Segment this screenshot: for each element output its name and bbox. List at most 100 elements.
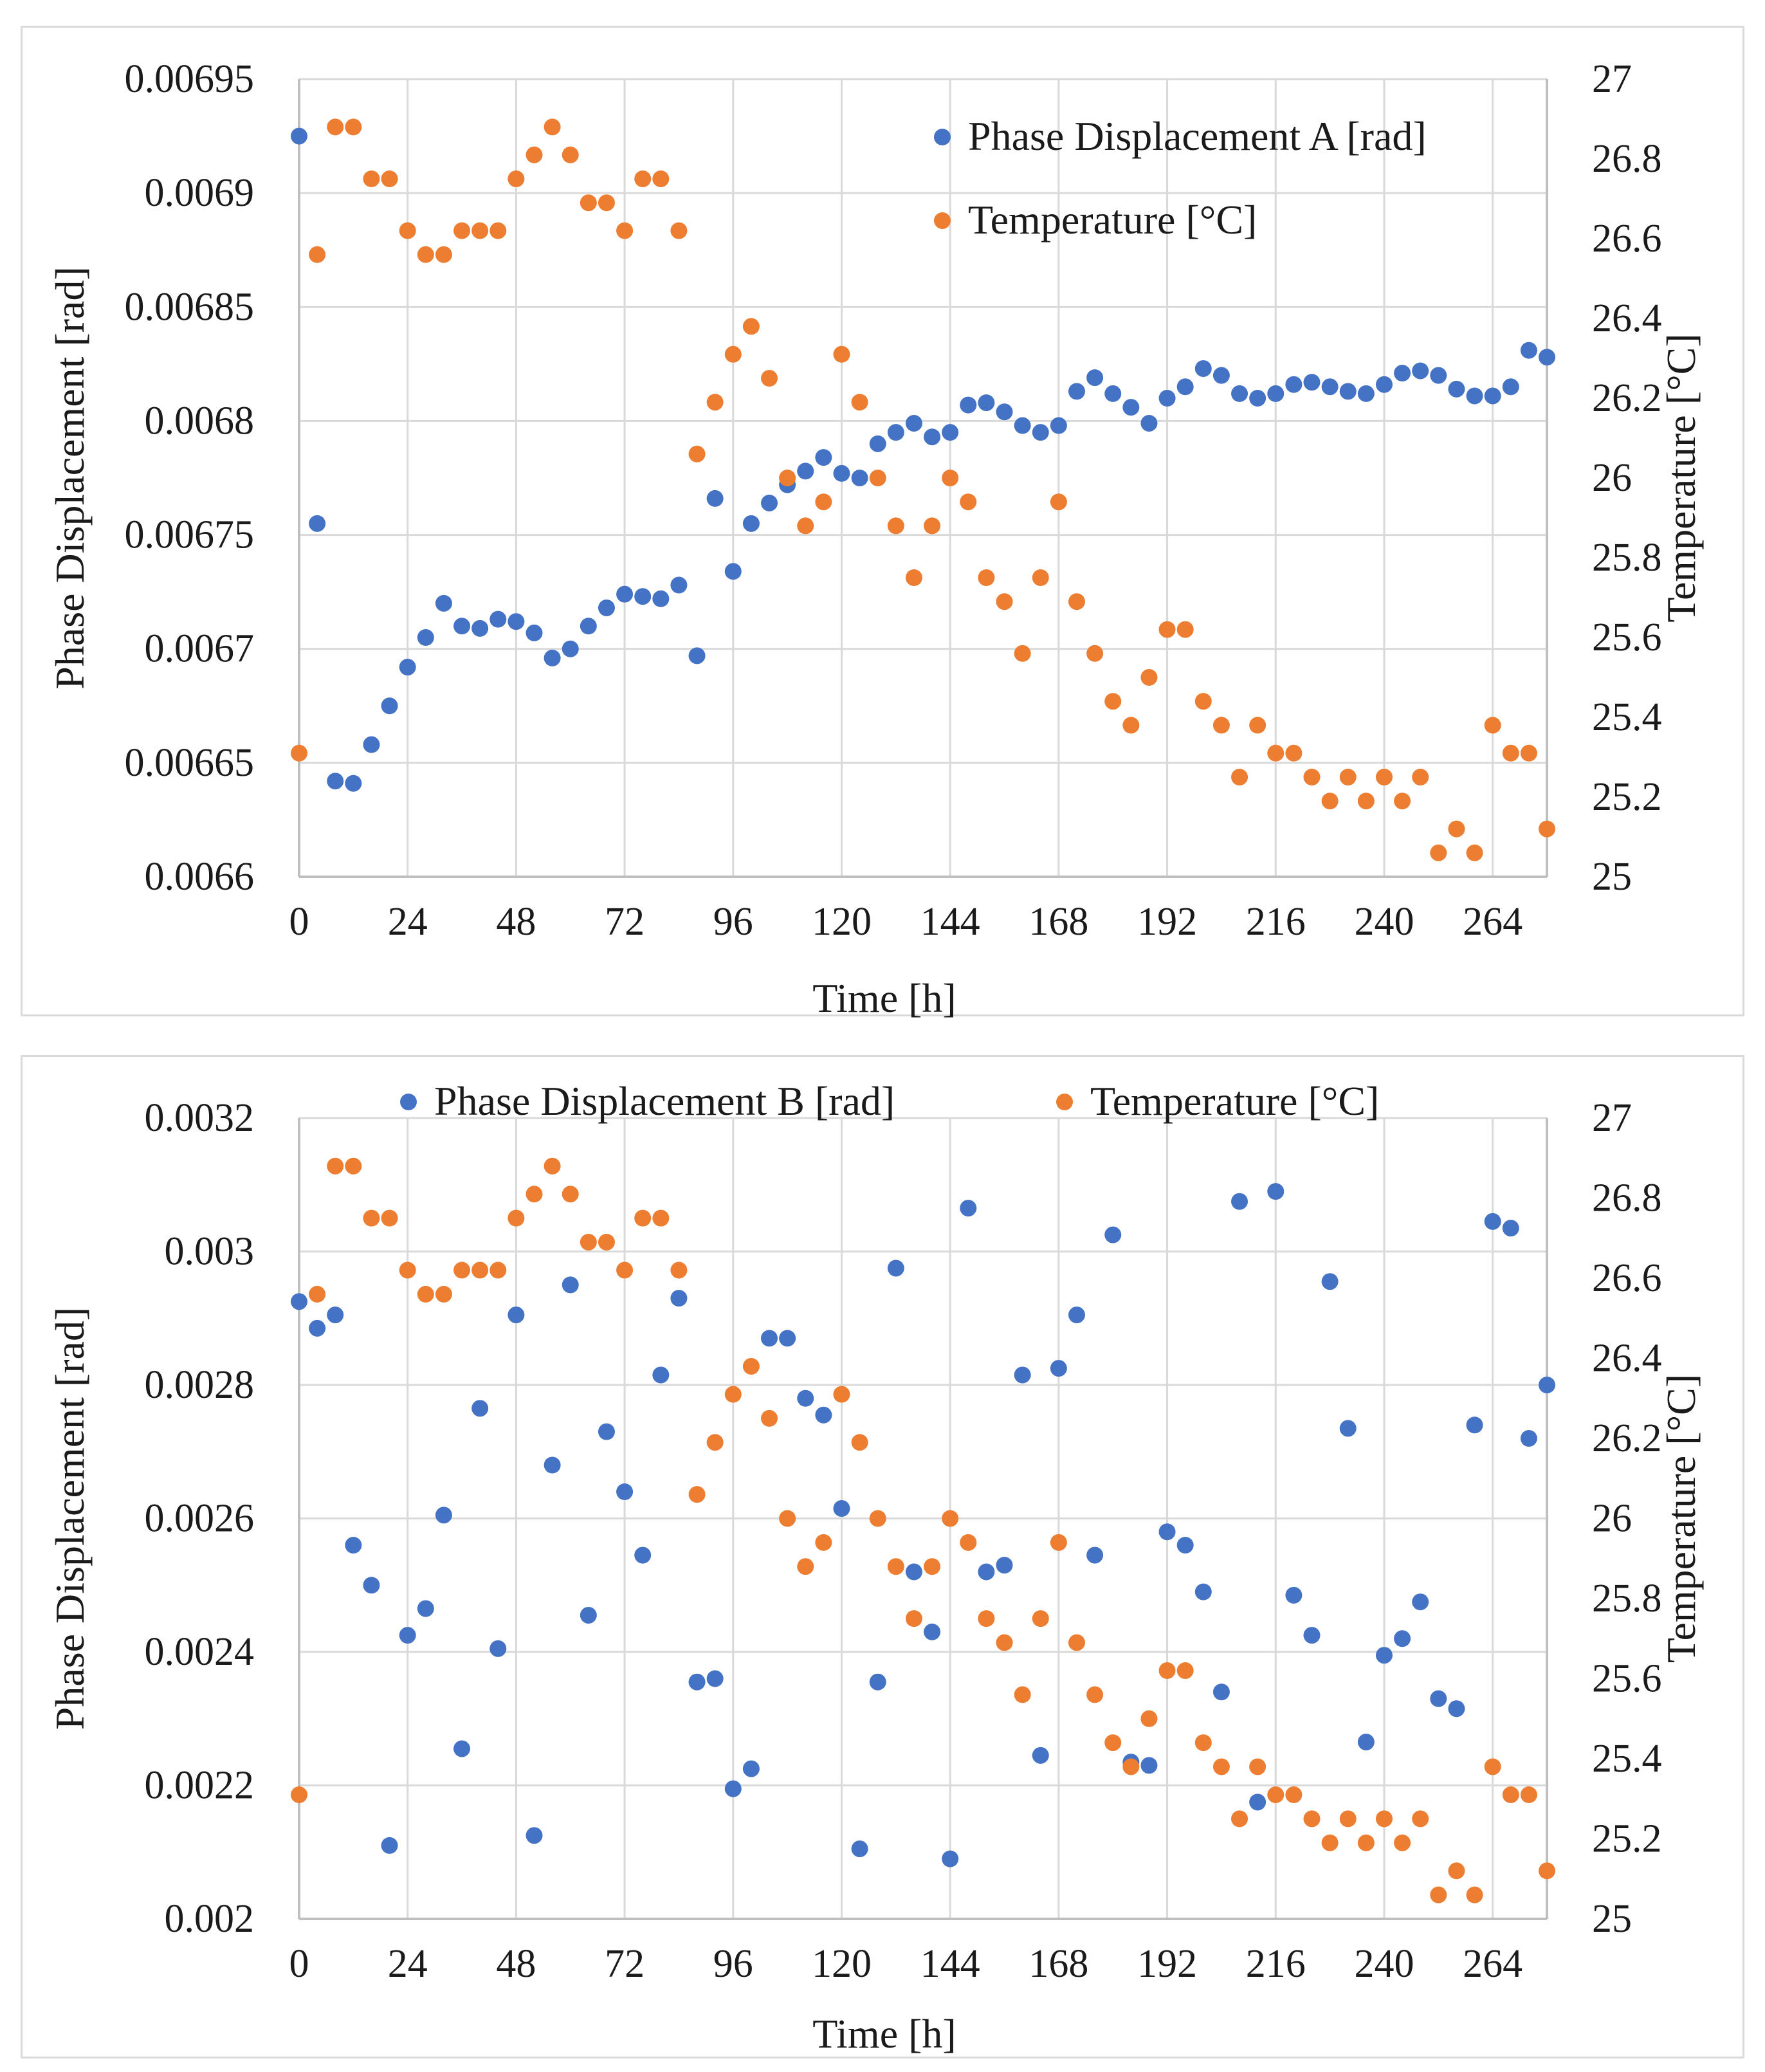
phase-point	[544, 1456, 561, 1474]
y-tick-label: 0.00665	[125, 741, 255, 785]
temperature-point	[381, 170, 398, 187]
phase-point	[489, 1640, 507, 1657]
temperature-point	[1285, 744, 1303, 762]
phase-point	[1412, 362, 1429, 380]
phase-point	[996, 403, 1013, 421]
phase-point	[670, 576, 688, 594]
phase-point	[1357, 385, 1375, 402]
phase-point	[489, 610, 507, 628]
phase-point	[1430, 367, 1447, 384]
temperature-point	[1502, 1786, 1519, 1804]
phase-point	[634, 1546, 652, 1564]
temperature-point	[1068, 593, 1085, 610]
temperature-point	[345, 1157, 362, 1175]
temperature-point	[1158, 621, 1176, 638]
y-tick-label: 0.002	[165, 1897, 255, 1941]
temperature-point	[1285, 1786, 1303, 1804]
phase-point	[526, 1827, 543, 1844]
temperature-point	[1412, 1810, 1429, 1828]
temperature-point	[742, 1357, 760, 1375]
temperature-point	[851, 394, 868, 411]
phase-point	[1412, 1593, 1429, 1611]
temperature-point	[905, 1610, 922, 1627]
y2-tick-label: 26.4	[1592, 1337, 1662, 1380]
phase-point	[1502, 1220, 1519, 1237]
temperature-point	[1394, 793, 1411, 810]
temperature-point	[797, 517, 814, 535]
phase-point	[435, 594, 452, 612]
phase-point	[327, 1306, 344, 1324]
phase-point	[851, 470, 868, 486]
phase-point	[580, 618, 597, 635]
x-tick-label: 48	[496, 1942, 536, 1986]
x-tick-label: 192	[1137, 1942, 1197, 1986]
temperature-point	[526, 1186, 543, 1203]
temperature-point	[1249, 1758, 1267, 1775]
temperature-point	[562, 146, 579, 163]
phase-point	[1448, 380, 1465, 398]
phase-point	[562, 640, 579, 657]
temperature-point	[1086, 1686, 1104, 1703]
phase-point	[742, 1760, 760, 1777]
temperature-point	[435, 1285, 452, 1303]
x-tick-label: 120	[812, 900, 872, 944]
temperature-point	[1104, 1734, 1122, 1752]
temperature-point	[851, 1434, 868, 1451]
temperature-point	[869, 1510, 886, 1527]
y2-tick-label: 25.2	[1592, 775, 1662, 819]
temperature-point	[1502, 744, 1519, 762]
y2-tick-label: 26.2	[1592, 376, 1662, 420]
phase-point	[1104, 1226, 1122, 1243]
y2-axis-title: Temperature [°C]	[1658, 333, 1704, 622]
y2-axis-title: Temperature [°C]	[1658, 1374, 1704, 1663]
y2-tick-label: 26.6	[1592, 1256, 1662, 1300]
x-tick-label: 0	[289, 900, 309, 944]
temperature-point	[471, 222, 489, 239]
phase-point	[1448, 1700, 1465, 1718]
x-tick-label: 264	[1463, 1942, 1523, 1986]
phase-point	[309, 1319, 326, 1337]
phase-point	[942, 1850, 959, 1867]
phase-point	[1394, 365, 1411, 382]
phase-point	[833, 1499, 850, 1517]
phase-point	[1267, 385, 1285, 402]
x-tick-label: 144	[920, 1942, 980, 1986]
temperature-point	[1466, 1886, 1483, 1903]
phase-point	[815, 449, 832, 466]
temperature-point	[453, 222, 471, 239]
phase-point	[1249, 1793, 1267, 1811]
phase-point	[417, 1600, 434, 1617]
phase-point	[598, 1423, 615, 1440]
temperature-point	[1375, 769, 1393, 785]
legend-temperature-label: Temperature [°C]	[1090, 1078, 1379, 1124]
y-axis-title: Phase Displacement [rad]	[47, 1307, 93, 1730]
temperature-point	[1122, 1758, 1140, 1775]
temperature-point	[1520, 1786, 1537, 1804]
temperature-point	[960, 1534, 977, 1551]
phase-point	[761, 1330, 778, 1347]
phase-point	[417, 629, 434, 646]
temperature-point	[779, 1510, 796, 1527]
temperature-point	[1357, 1834, 1375, 1851]
y2-tick-label: 26.8	[1592, 137, 1662, 181]
phase-point	[1140, 1757, 1158, 1774]
temperature-point	[670, 222, 688, 239]
y2-tick-label: 26	[1592, 456, 1632, 500]
phase-point	[327, 773, 344, 790]
phase-point	[706, 490, 724, 507]
legend-temperature-marker	[934, 212, 951, 229]
x-tick-label: 144	[920, 900, 980, 944]
phase-point	[652, 1366, 670, 1384]
phase-point	[1285, 1586, 1303, 1604]
phase-point	[1050, 417, 1067, 434]
y2-tick-label: 25.4	[1592, 1737, 1662, 1781]
temperature-point	[309, 1285, 326, 1303]
temperature-point	[978, 569, 995, 586]
temperature-point	[634, 170, 652, 187]
chart-phase-b-svg: 0 24 48 72 96 120 144 168 192 216 240 264 0.002 0.002…	[47, 1078, 1704, 2057]
phase-point	[1014, 417, 1031, 434]
temperature-point	[942, 470, 959, 486]
phase-point	[1539, 349, 1555, 366]
phase-point	[580, 1606, 597, 1624]
temperature-point	[363, 170, 380, 187]
